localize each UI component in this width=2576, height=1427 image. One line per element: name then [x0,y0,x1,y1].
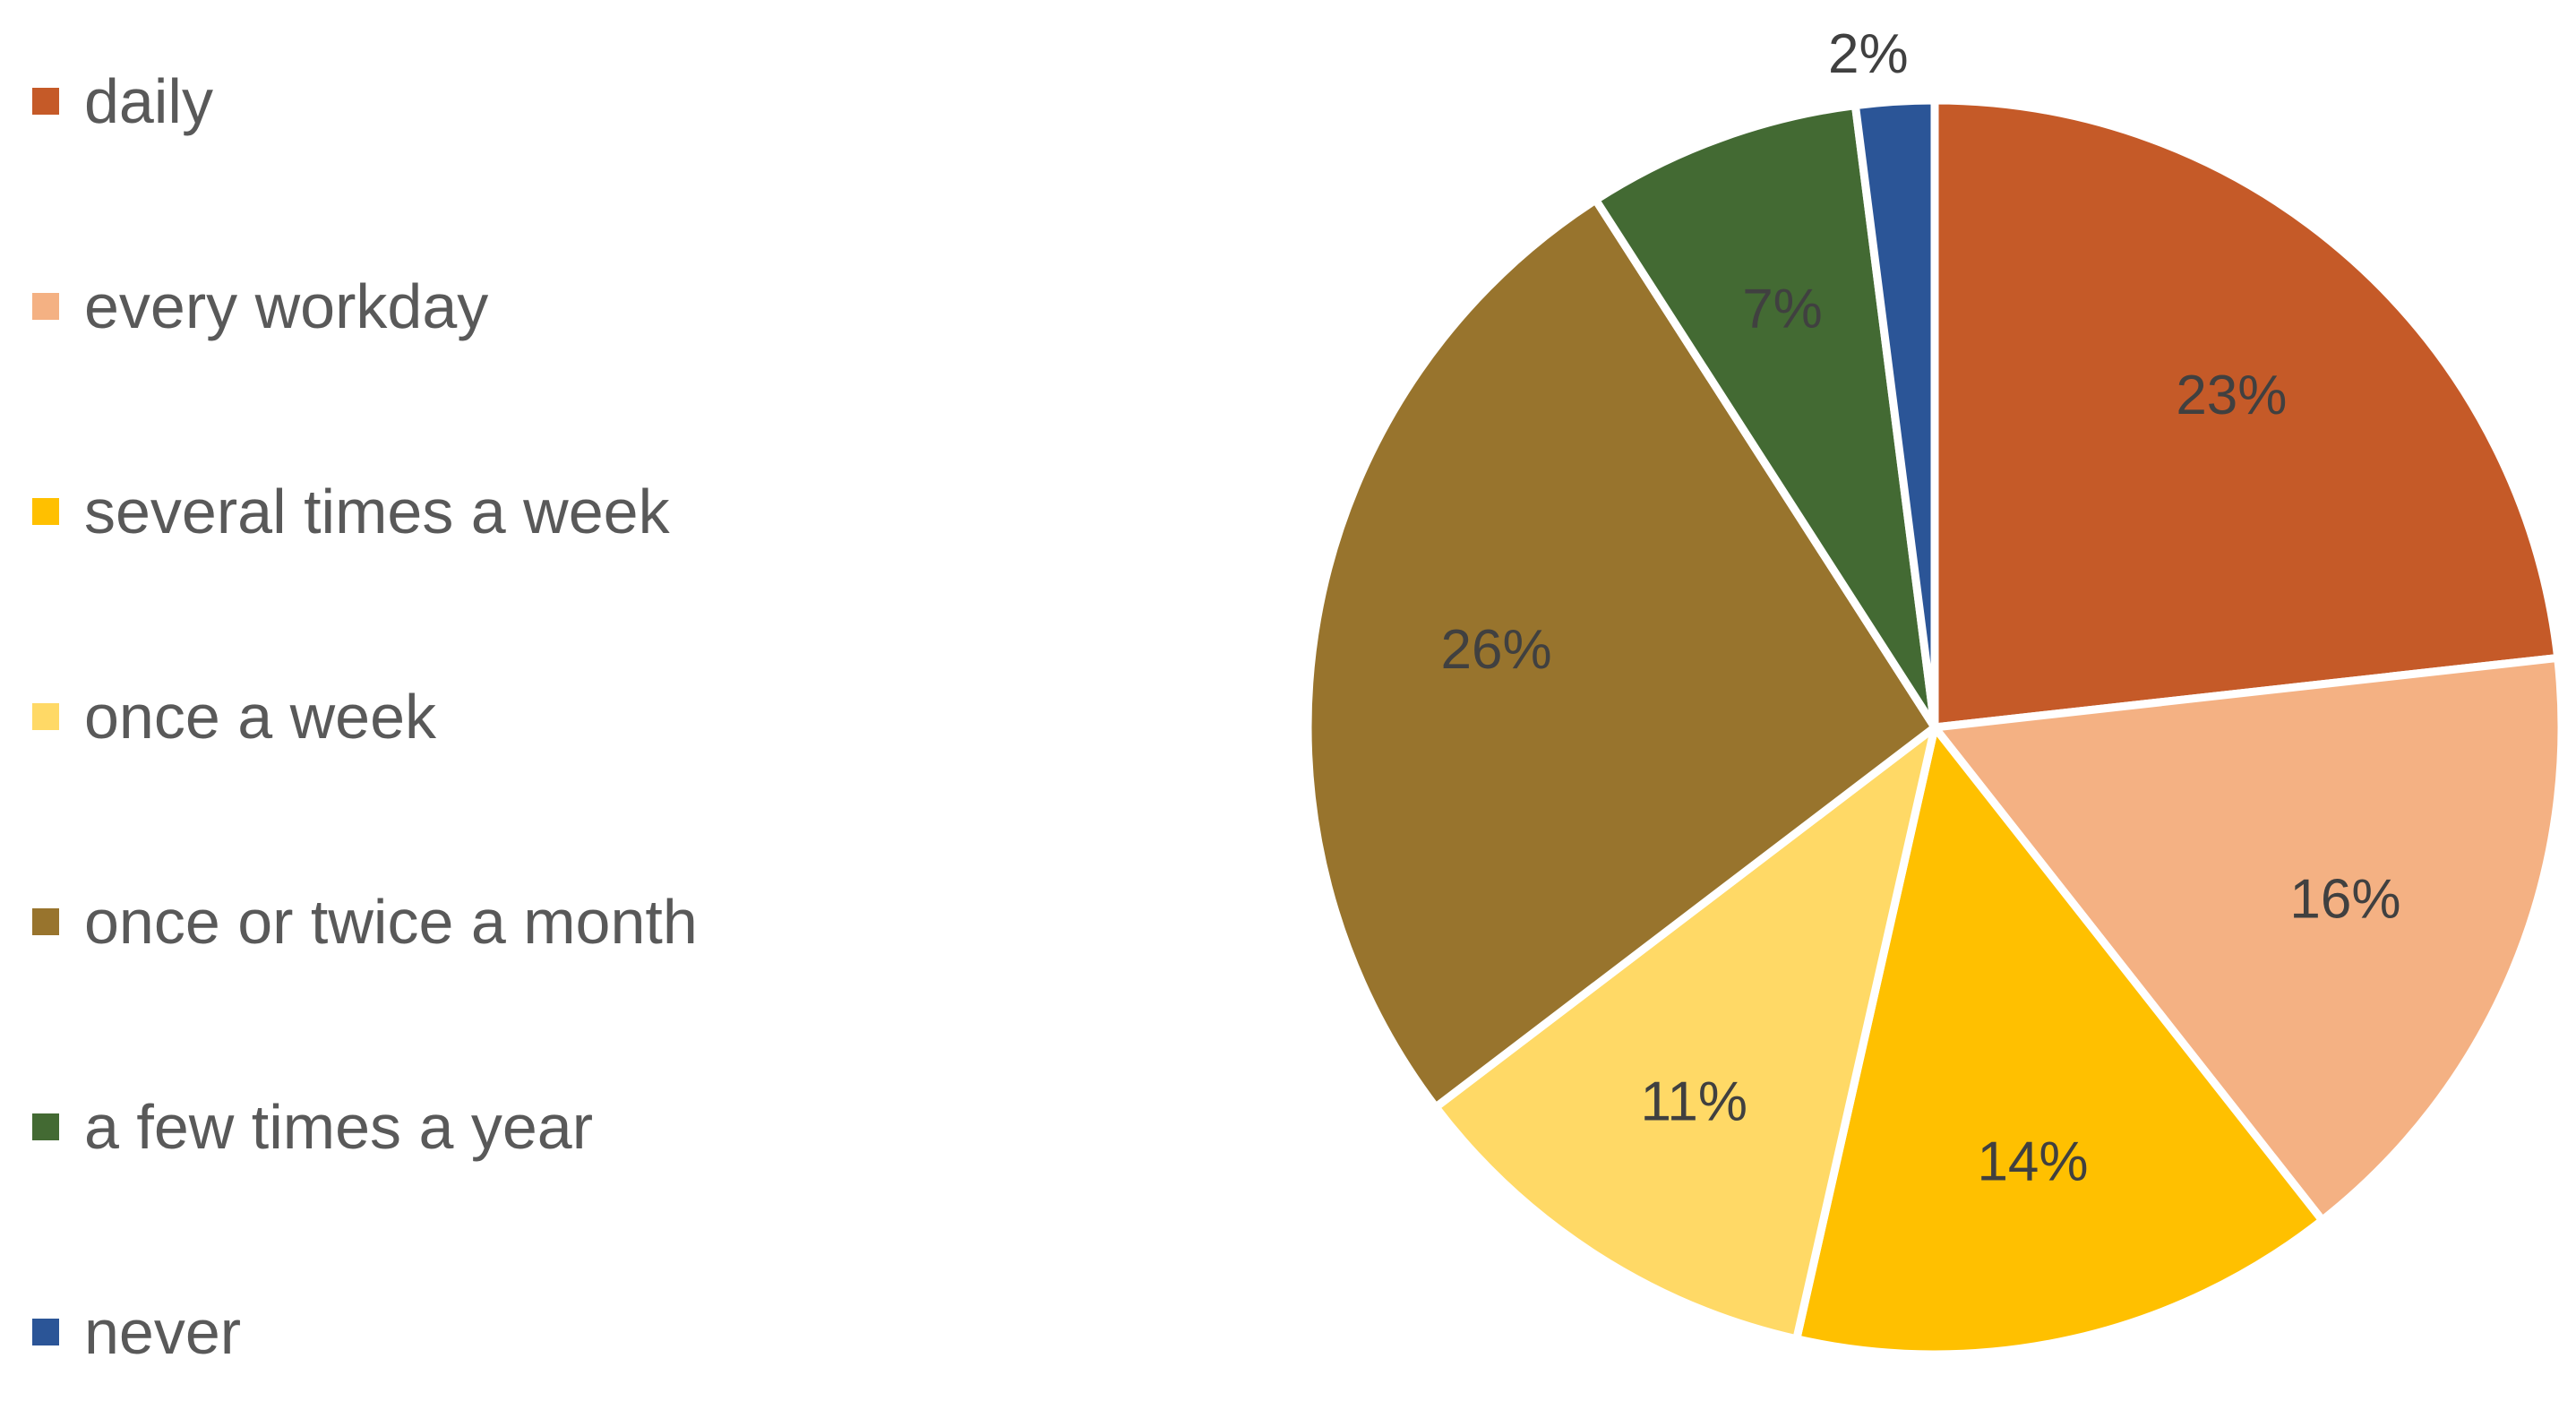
pie-slices [1303,96,2566,1359]
legend-label: a few times a year [84,1092,593,1162]
legend-item-every-workday: every workday [32,271,488,342]
legend-item-once-or-twice-a-month: once or twice a month [32,886,698,958]
pie-slice-once-a-week [1431,723,1939,1344]
data-label-several-times-a-week: 14% [1977,1130,2088,1192]
legend-item-once-a-week: once a week [32,681,436,752]
legend-swatch [32,498,59,525]
pie-slice-several-times-a-week [1792,723,2327,1359]
pie-slice-never [1850,96,1939,732]
legend-item-daily: daily [32,65,213,137]
pie-slice-once-or-twice-a-month [1303,195,1939,1112]
legend-item-several-times-a-week: several times a week [32,476,670,547]
pie-slice-every-workday [1930,653,2566,1225]
pie-slice-a-few-times-a-year [1592,101,1939,732]
legend-label: once a week [84,682,437,752]
legend-swatch [32,1319,59,1345]
legend-label: daily [84,66,213,136]
data-label-once-a-week: 11% [1641,1071,1748,1133]
data-label-never: 2% [1828,23,1909,85]
data-label-daily: 23% [2176,365,2287,426]
legend-swatch [32,908,59,935]
legend-label: every workday [84,271,489,341]
legend-label: several times a week [84,477,670,546]
legend-swatch [32,88,59,115]
legend-item-never: never [32,1296,241,1368]
pie-data-labels: 23% 16% 14% 11% 26% 7% 2% [1441,23,2401,1192]
legend-swatch [32,293,59,320]
data-label-every-workday: 16% [2289,869,2400,931]
legend-item-a-few-times-a-year: a few times a year [32,1091,593,1163]
data-label-a-few-times-a-year: 7% [1742,278,1823,340]
legend-label: once or twice a month [84,887,698,957]
legend-swatch [32,703,59,730]
data-label-once-or-twice-a-month: 26% [1441,619,1552,681]
pie-slice-daily [1930,96,2563,732]
legend-label: never [84,1297,242,1367]
legend-swatch [32,1113,59,1140]
